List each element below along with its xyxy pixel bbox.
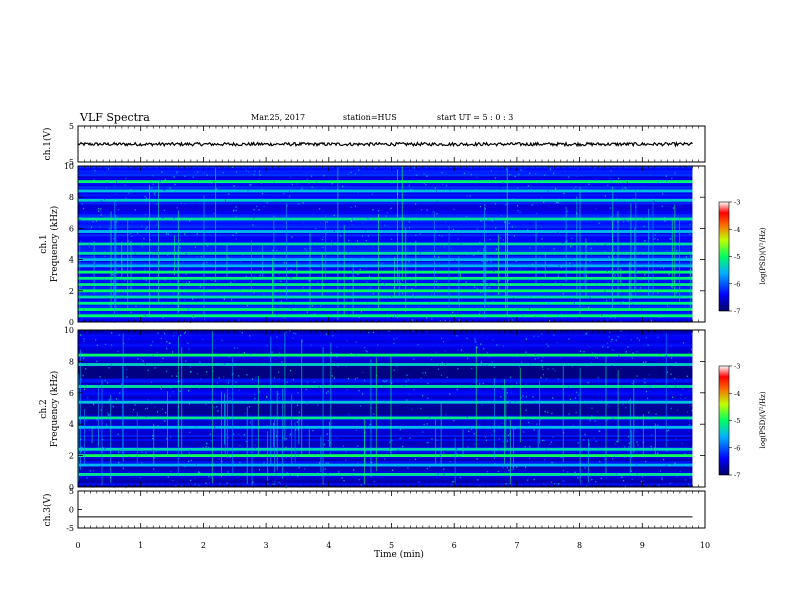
y-tick-label: -5	[66, 158, 74, 167]
y-tick-label: 4	[69, 256, 74, 265]
y-tick-label: 10	[64, 162, 74, 171]
colorbar-tick-label: -3	[734, 363, 740, 371]
colorbar-tick-label: -4	[734, 390, 740, 398]
x-tick-label: 3	[264, 541, 269, 550]
y-tick-label: 4	[69, 420, 74, 429]
x-tick-label: 6	[452, 541, 457, 550]
ch1-spectrogram-ylabel-channel: ch.1	[39, 234, 49, 253]
ch2-spectrogram	[78, 330, 705, 489]
header-start-time: start UT = 5 : 0 : 3	[437, 113, 514, 122]
ch1-waveform-ylabel: ch.1(V)	[42, 128, 53, 161]
y-tick-label: 5	[69, 122, 74, 131]
x-tick-label: 5	[389, 541, 394, 550]
ch1-waveform-panel	[77, 125, 706, 163]
x-tick-label: 2	[201, 541, 206, 550]
x-tick-label: 1	[138, 541, 143, 550]
colorbar-tick-label: -5	[734, 417, 740, 425]
x-axis-label: Time (min)	[374, 549, 424, 560]
ch1-waveform-trace	[77, 140, 693, 148]
colorbar-tick-label: -4	[734, 226, 740, 234]
y-tick-label: 0	[69, 506, 74, 515]
header-date: Mar.25, 2017	[251, 113, 306, 122]
y-tick-label: 8	[69, 357, 74, 366]
x-tick-label: 4	[326, 541, 331, 550]
header-station: station=HUS	[343, 113, 397, 122]
ch3-waveform-ylabel: ch.3(V)	[42, 494, 53, 527]
ch2-spectrogram-panel	[77, 329, 706, 489]
y-tick-label: 2	[69, 452, 74, 461]
y-tick-label: 6	[69, 389, 74, 398]
y-tick-label: 5	[69, 487, 74, 496]
colorbar-tick-label: -7	[734, 308, 740, 316]
ch2-spectrogram-ylabel-channel: ch.2	[39, 399, 49, 418]
x-tick-label: 0	[75, 541, 80, 550]
ch2-colorbar-label: log(PSD)(V²/Hz)	[759, 391, 767, 448]
y-tick-label: 6	[69, 224, 74, 233]
chart-title: VLF Spectra	[80, 111, 150, 124]
ch1-colorbar: log(PSD)(V²/Hz) -3 -4 -5 -6 -7	[718, 199, 767, 316]
colorbar-tick-label: -3	[734, 199, 740, 207]
x-tick-label: 8	[577, 541, 582, 550]
ch2-spectrogram-ylabel: Frequency (kHz)	[49, 371, 60, 448]
y-tick-label: 8	[69, 193, 74, 202]
y-tick-label: 0	[69, 483, 74, 492]
ch1-spectrogram-panel	[77, 165, 706, 324]
colorbar-tick-label: -7	[734, 472, 740, 480]
ch3-waveform-panel	[77, 490, 706, 529]
y-tick-label: 0	[69, 318, 74, 327]
x-tick-label: 10	[700, 541, 710, 550]
ch1-colorbar-label: log(PSD)(V²/Hz)	[759, 227, 767, 284]
y-tick-label: 2	[69, 287, 74, 296]
ch2-colorbar: log(PSD)(V²/Hz) -3 -4 -5 -6 -7	[718, 363, 767, 480]
colorbar-tick-label: -6	[734, 444, 740, 452]
x-tick-label: 9	[640, 541, 645, 550]
ch1-spectrogram-ylabel: Frequency (kHz)	[49, 206, 60, 283]
ch1-spectrogram	[78, 166, 705, 324]
colorbar-tick-label: -6	[734, 280, 740, 288]
x-tick-label: 7	[514, 541, 519, 550]
colorbar-tick-label: -5	[734, 253, 740, 261]
y-tick-label: 10	[64, 326, 74, 335]
y-tick-label: -5	[66, 524, 74, 533]
